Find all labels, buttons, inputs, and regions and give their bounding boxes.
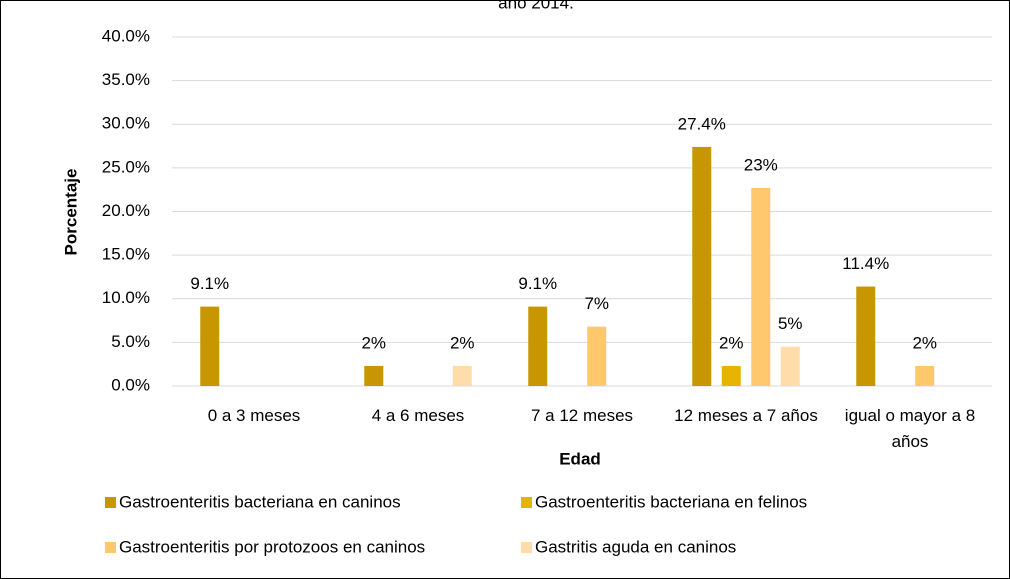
bar bbox=[751, 187, 771, 386]
data-label: 27.4% bbox=[678, 114, 726, 133]
y-tick-label: 5.0% bbox=[111, 332, 150, 351]
data-label: 5% bbox=[778, 314, 803, 333]
legend-swatch bbox=[521, 497, 532, 508]
legend-label: Gastroenteritis por protozoos en caninos bbox=[119, 537, 425, 556]
data-label: 23% bbox=[744, 155, 778, 174]
x-tick-label: 12 meses a 7 años bbox=[674, 406, 818, 425]
x-tick-label: 7 a 12 meses bbox=[530, 406, 634, 425]
data-label: 2% bbox=[912, 333, 937, 352]
data-label: 9.1% bbox=[518, 274, 557, 293]
x-tick-label: igual o mayor a 8 años bbox=[844, 406, 976, 451]
legend-label: Gastroenteritis bacteriana en felinos bbox=[535, 492, 807, 511]
data-label: 2% bbox=[361, 333, 386, 352]
y-tick-label: 0.0% bbox=[111, 375, 150, 394]
data-label: 11.4% bbox=[842, 254, 889, 273]
bar bbox=[452, 365, 472, 386]
data-label: 7% bbox=[584, 294, 609, 313]
bar bbox=[528, 306, 548, 386]
y-tick-label: 40.0% bbox=[102, 26, 150, 45]
bar bbox=[780, 346, 800, 386]
y-tick-label: 20.0% bbox=[102, 201, 150, 220]
x-tick-label: 0 a 3 meses bbox=[207, 406, 301, 425]
y-tick-label: 10.0% bbox=[102, 288, 150, 307]
data-label: 9.1% bbox=[190, 274, 229, 293]
legend-label: Gastritis aguda en caninos bbox=[535, 537, 736, 556]
chart-title: año 2014. bbox=[498, 0, 574, 12]
x-tick-label: 4 a 6 meses bbox=[371, 406, 465, 425]
bar bbox=[721, 365, 741, 386]
data-label: 2% bbox=[719, 333, 744, 352]
bar bbox=[587, 326, 607, 386]
bar bbox=[915, 365, 935, 386]
data-label: 2% bbox=[450, 333, 475, 352]
x-axis-title: Edad bbox=[559, 449, 601, 468]
bar bbox=[200, 306, 220, 386]
legend-label: Gastroenteritis bacteriana en caninos bbox=[119, 492, 401, 511]
y-tick-label: 35.0% bbox=[102, 70, 150, 89]
legend-swatch bbox=[105, 542, 116, 553]
y-tick-label: 15.0% bbox=[102, 245, 150, 264]
y-axis-title: Porcentaje bbox=[61, 169, 80, 256]
legend-swatch bbox=[521, 542, 532, 553]
y-tick-label: 30.0% bbox=[102, 114, 150, 133]
bar bbox=[364, 365, 384, 386]
bar bbox=[692, 146, 712, 386]
bar bbox=[856, 286, 876, 386]
legend-swatch bbox=[105, 497, 116, 508]
y-tick-label: 25.0% bbox=[102, 157, 150, 176]
